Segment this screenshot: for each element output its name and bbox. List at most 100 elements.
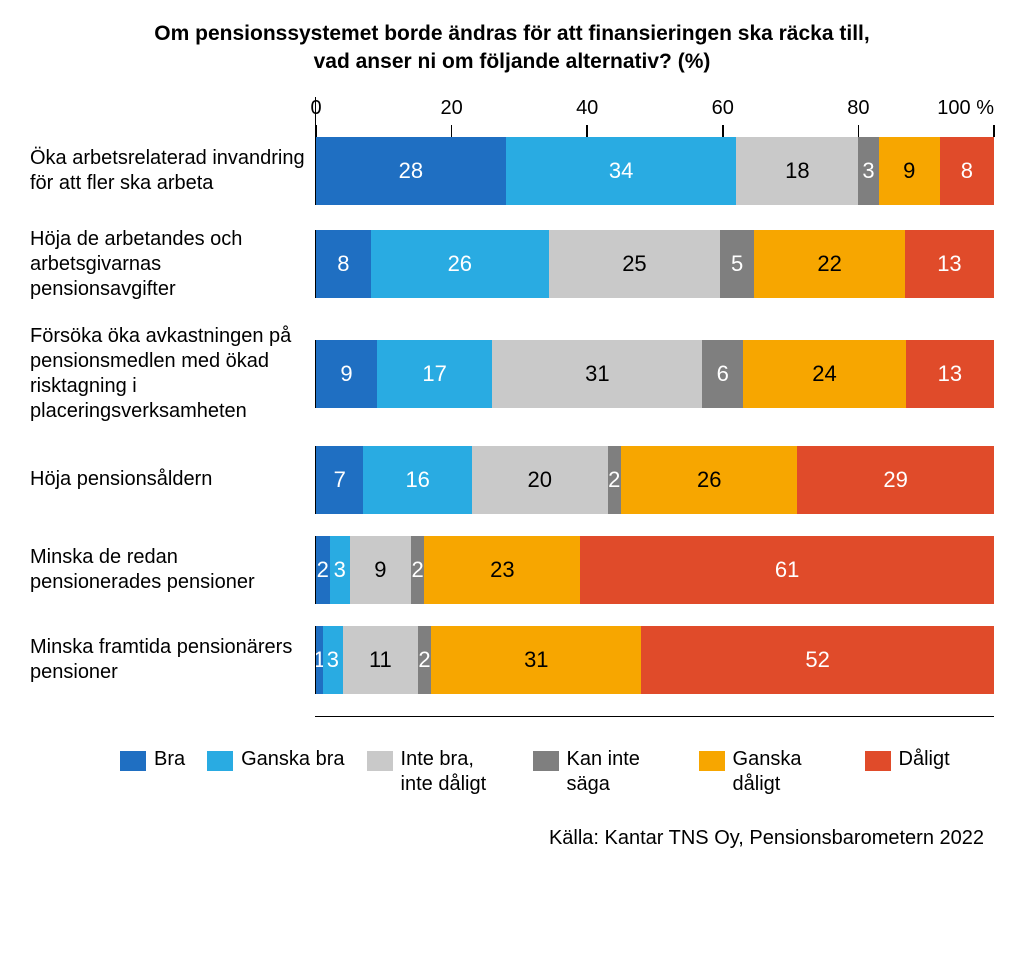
legend-label: Ganska bra [241, 747, 344, 772]
axis-tick-label: 40 [576, 97, 598, 120]
bar-segment: 52 [641, 626, 994, 694]
bar-segment: 16 [363, 446, 471, 514]
row-bar: 283418398 [315, 137, 994, 205]
legend-item: Ganska dåligt [699, 747, 843, 797]
bar-segment: 24 [743, 340, 906, 408]
bar-segment: 2 [411, 536, 425, 604]
bar-segment: 5 [720, 230, 754, 298]
legend-swatch [533, 751, 559, 771]
chart-area: 0 20 40 60 80 100 % [30, 97, 994, 137]
bar-segment: 9 [316, 340, 377, 408]
row-bar: 7162022629 [315, 446, 994, 514]
bar-segment: 28 [316, 137, 506, 205]
row-label: Minska framtida pensionärers pensioner [30, 635, 315, 685]
bar-segment: 26 [371, 230, 549, 298]
row-bar: 8262552213 [315, 230, 994, 298]
stacked-bar: 8262552213 [316, 230, 994, 298]
bar-segment: 18 [736, 137, 858, 205]
row-bar: 131123152 [315, 626, 994, 694]
chart-row: Höja pensionsåldern7162022629 [30, 446, 994, 514]
bar-segment: 26 [621, 446, 797, 514]
chart-row: Försöka öka avkastningen på pensionsmedl… [30, 324, 994, 424]
stacked-bar: 131123152 [316, 626, 994, 694]
bar-segment: 31 [431, 626, 641, 694]
axis-tick-mark [722, 125, 724, 137]
axis-tick-mark [993, 125, 995, 137]
row-bar: 9173162413 [315, 340, 994, 408]
bar-segment: 6 [702, 340, 743, 408]
x-axis: 020406080100 % [315, 97, 994, 137]
axis-tick-label: 80 [847, 97, 869, 120]
chart-title: Om pensionssystemet borde ändras för att… [30, 20, 994, 77]
chart-row: Minska framtida pensionärers pensioner13… [30, 626, 994, 694]
bar-segment: 3 [323, 626, 343, 694]
bar-segment: 13 [905, 230, 994, 298]
bar-segment: 2 [608, 446, 622, 514]
bar-segment: 8 [316, 230, 371, 298]
row-label: Minska de redan pensionerades pensioner [30, 545, 315, 595]
chart-row: Öka arbetsrelaterad invandring för att f… [30, 137, 994, 205]
bar-segment: 1 [316, 626, 323, 694]
bar-segment: 25 [549, 230, 720, 298]
stacked-bar: 7162022629 [316, 446, 994, 514]
legend-swatch [120, 751, 146, 771]
bar-segment: 11 [343, 626, 418, 694]
plot-bottom-border [315, 716, 994, 717]
axis-tick-label: 20 [440, 97, 462, 120]
axis-tick-mark [451, 125, 453, 137]
axis-tick-mark [315, 125, 317, 137]
bar-segment: 29 [797, 446, 994, 514]
bar-segment: 17 [377, 340, 492, 408]
legend-swatch [699, 751, 725, 771]
bar-segment: 2 [316, 536, 330, 604]
bar-segment: 3 [330, 536, 350, 604]
bar-segment: 9 [879, 137, 940, 205]
axis-tick-mark [586, 125, 588, 137]
stacked-bar: 23922361 [316, 536, 994, 604]
axis-tick-label: 60 [712, 97, 734, 120]
bar-segment: 61 [580, 536, 994, 604]
legend-label: Dåligt [899, 747, 950, 772]
row-label: Höja de arbetandes och arbetsgivarnas pe… [30, 227, 315, 302]
legend-swatch [207, 751, 233, 771]
legend-label: Inte bra, inte dåligt [401, 747, 511, 797]
source-text: Källa: Kantar TNS Oy, Pensionsbarometern… [30, 827, 994, 850]
bar-segment: 23 [424, 536, 580, 604]
labels-column [30, 97, 315, 137]
bar-segment: 7 [316, 446, 363, 514]
row-label: Öka arbetsrelaterad invandring för att f… [30, 146, 315, 196]
bar-segment: 22 [754, 230, 905, 298]
bar-segment: 13 [906, 340, 994, 408]
legend-item: Ganska bra [207, 747, 344, 772]
rows-container: Öka arbetsrelaterad invandring för att f… [30, 137, 994, 694]
legend-swatch [865, 751, 891, 771]
legend-item: Bra [120, 747, 185, 772]
axis-tick-label: 100 % [937, 97, 994, 120]
bar-segment: 31 [492, 340, 702, 408]
bar-segment: 2 [418, 626, 432, 694]
axis-tick-label: 0 [310, 97, 321, 120]
bar-segment: 8 [940, 137, 994, 205]
stacked-bar: 9173162413 [316, 340, 994, 408]
bar-segment: 9 [350, 536, 411, 604]
row-label: Höja pensionsåldern [30, 467, 315, 492]
legend-item: Dåligt [865, 747, 950, 772]
row-label: Försöka öka avkastningen på pensionsmedl… [30, 324, 315, 424]
legend-item: Kan inte säga [533, 747, 677, 797]
chart-title-line2: vad anser ni om följande alternativ? (%) [314, 50, 711, 73]
bar-segment: 34 [506, 137, 737, 205]
stacked-bar: 283418398 [316, 137, 994, 205]
legend-swatch [367, 751, 393, 771]
legend-item: Inte bra, inte dåligt [367, 747, 511, 797]
plot-column: 020406080100 % [315, 97, 994, 137]
legend: Bra Ganska bra Inte bra, inte dåligt Kan in… [120, 747, 994, 797]
chart-title-line1: Om pensionssystemet borde ändras för att… [154, 22, 869, 45]
chart-row: Minska de redan pensionerades pensioner2… [30, 536, 994, 604]
legend-label: Ganska dåligt [733, 747, 843, 797]
legend-label: Kan inte säga [567, 747, 677, 797]
chart-row: Höja de arbetandes och arbetsgivarnas pe… [30, 227, 994, 302]
row-bar: 23922361 [315, 536, 994, 604]
bar-segment: 20 [472, 446, 608, 514]
legend-label: Bra [154, 747, 185, 772]
bar-segment: 3 [858, 137, 878, 205]
